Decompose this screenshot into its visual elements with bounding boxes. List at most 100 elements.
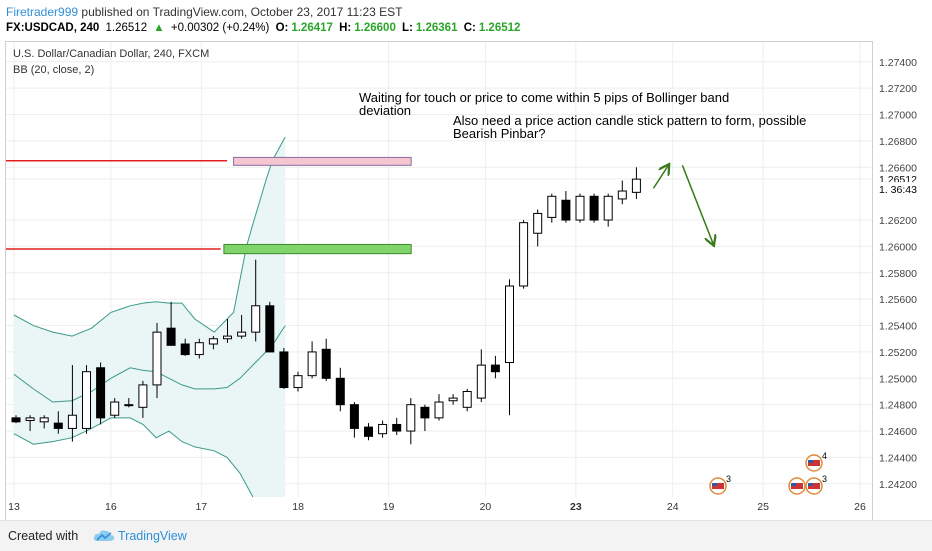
y-tick-label: 1.26200 bbox=[879, 215, 917, 227]
candle-body bbox=[575, 195, 585, 221]
candle-body bbox=[434, 401, 444, 419]
candle bbox=[25, 415, 35, 432]
flag-icon-canton bbox=[808, 483, 813, 486]
resistance-zone-box bbox=[233, 156, 412, 166]
open-value: 1.26417 bbox=[291, 22, 333, 34]
y-tick-label: 1.26000 bbox=[879, 241, 917, 253]
candle-body bbox=[561, 199, 571, 221]
flag-icon-canton bbox=[791, 483, 796, 486]
y-tick-label: 1.25000 bbox=[879, 373, 917, 385]
author-link[interactable]: Firetrader999 bbox=[6, 5, 79, 19]
change-value: +0.00302 (+0.24%) bbox=[170, 22, 270, 34]
candle bbox=[533, 209, 543, 247]
candle-body bbox=[349, 404, 359, 429]
y-tick-label: 1.24400 bbox=[879, 452, 917, 464]
economic-event-flag: 3 bbox=[805, 474, 827, 495]
candle bbox=[265, 301, 275, 353]
annotation-text-1-line-1: Waiting for touch or price to come withi… bbox=[359, 90, 729, 105]
candle-body bbox=[420, 406, 430, 419]
candle bbox=[194, 338, 204, 359]
tradingview-cloud-icon bbox=[93, 530, 115, 541]
footer-bar: Created with TradingView bbox=[0, 520, 932, 551]
candle bbox=[321, 338, 331, 381]
y-tick-label: 1.26600 bbox=[879, 162, 917, 174]
y-tick-label: 1.27400 bbox=[879, 57, 917, 69]
candle bbox=[110, 398, 120, 418]
flag-icon-stripe bbox=[808, 483, 820, 489]
bollinger-upper-line bbox=[13, 136, 286, 337]
price-label: 1. 36:43 bbox=[879, 184, 917, 196]
x-tick-label: 13 bbox=[8, 501, 20, 513]
candle bbox=[561, 191, 571, 223]
candle bbox=[293, 371, 303, 392]
candle-body bbox=[293, 375, 303, 389]
candle-body bbox=[603, 195, 613, 221]
candle bbox=[434, 394, 444, 421]
open-label: O: bbox=[275, 22, 289, 34]
candle bbox=[67, 365, 77, 442]
candle bbox=[82, 365, 91, 434]
annotation-text-2-line-2: Bearish Pinbar? bbox=[453, 126, 546, 141]
candle-body bbox=[279, 351, 289, 389]
y-tick-label: 1.27000 bbox=[879, 110, 917, 122]
created-with-text: Created with bbox=[8, 529, 79, 543]
tradingview-link[interactable]: TradingView bbox=[118, 529, 187, 543]
candle bbox=[124, 398, 134, 408]
y-tick-label: 1.25600 bbox=[879, 294, 917, 306]
high-label: H: bbox=[339, 22, 352, 34]
event-count: 3 bbox=[822, 474, 827, 484]
candle bbox=[307, 341, 317, 379]
candle-body bbox=[335, 377, 345, 406]
candle bbox=[420, 404, 430, 432]
candle bbox=[392, 417, 402, 436]
candle-body bbox=[180, 343, 190, 356]
chart-plot[interactable]: Waiting for touch or price to come withi… bbox=[0, 0, 932, 520]
flag-icon-canton bbox=[808, 460, 813, 463]
flag-icon-stripe bbox=[791, 483, 803, 489]
economic-event-flag: 4 bbox=[805, 451, 827, 472]
candle-body bbox=[378, 423, 388, 435]
economic-event-flag: 3 bbox=[709, 474, 731, 495]
bollinger-band-fill bbox=[14, 137, 286, 497]
quote-line: FX:USDCAD, 240 1.26512 ▲ +0.00302 (+0.24… bbox=[6, 22, 523, 34]
down-arrow bbox=[681, 165, 713, 244]
x-tick-label: 18 bbox=[292, 501, 304, 513]
candle bbox=[575, 193, 585, 223]
chart-legend: U.S. Dollar/Canadian Dollar, 240, FXCM B… bbox=[13, 46, 209, 78]
candle bbox=[476, 349, 486, 403]
candle-body bbox=[82, 371, 91, 429]
candle bbox=[251, 259, 261, 342]
candle-body bbox=[406, 404, 416, 432]
flag-icon-canton bbox=[712, 483, 717, 486]
y-tick-label: 1.25800 bbox=[879, 268, 917, 280]
candle-body bbox=[208, 338, 218, 345]
event-count: 3 bbox=[726, 474, 731, 484]
published-text: published on TradingView.com, October 23… bbox=[81, 5, 403, 19]
x-tick-label: 20 bbox=[480, 501, 492, 513]
candle-body bbox=[138, 384, 148, 408]
candle-body bbox=[589, 195, 599, 221]
candle bbox=[96, 362, 106, 425]
up-arrow-icon: ▲ bbox=[153, 22, 165, 34]
candle-body bbox=[364, 426, 373, 437]
candle bbox=[490, 355, 500, 379]
candle-body bbox=[53, 422, 63, 429]
candle-body bbox=[39, 417, 49, 423]
candle-body bbox=[392, 423, 402, 432]
flag-icon-stripe bbox=[808, 460, 820, 466]
low-label: L: bbox=[402, 22, 413, 34]
candle-body bbox=[490, 364, 500, 373]
event-count: 4 bbox=[822, 451, 827, 461]
y-tick-label: 1.24600 bbox=[879, 426, 917, 438]
low-value: 1.26361 bbox=[415, 22, 458, 34]
candle-body bbox=[237, 331, 247, 337]
candle bbox=[448, 394, 458, 405]
candle-body bbox=[617, 190, 627, 200]
x-tick-label: 16 bbox=[105, 501, 117, 513]
y-tick-label: 1.24200 bbox=[879, 479, 917, 491]
candle bbox=[349, 402, 359, 438]
legend-indicator[interactable]: BB (20, close, 2) bbox=[13, 64, 95, 76]
candle bbox=[519, 220, 529, 289]
economic-event-flag bbox=[788, 477, 806, 495]
y-tick-label: 1.25400 bbox=[879, 321, 917, 333]
